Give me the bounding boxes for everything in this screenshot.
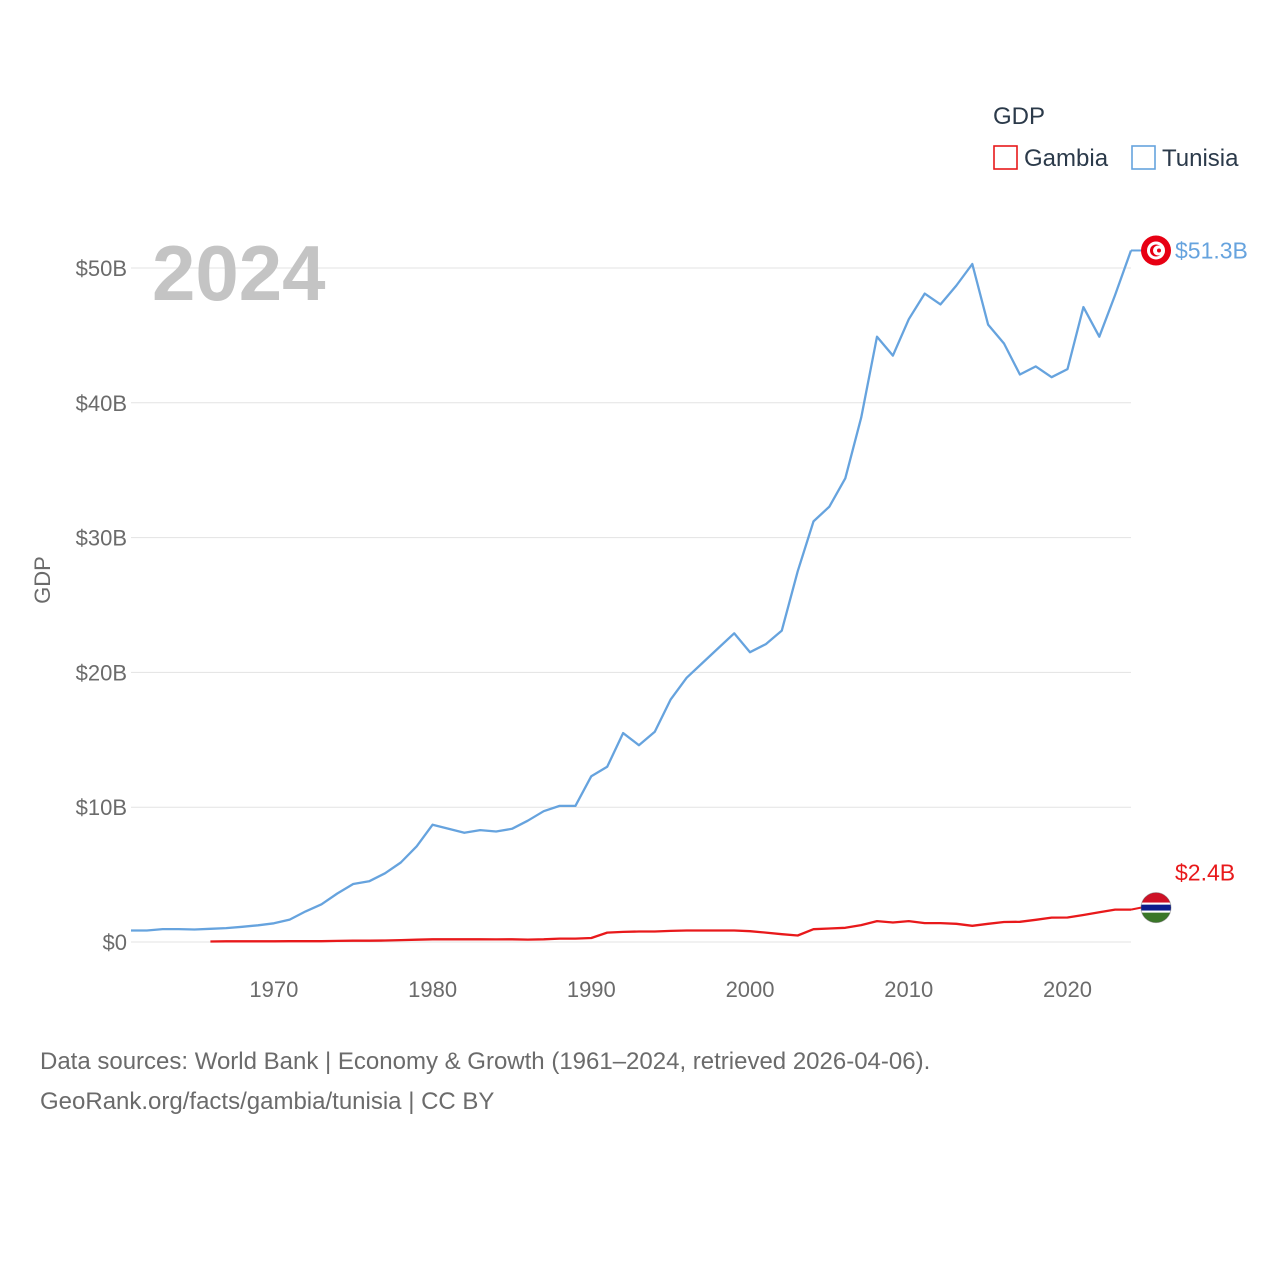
x-tick-label: 2010	[884, 977, 933, 1002]
source-line-2: GeoRank.org/facts/gambia/tunisia | CC BY	[40, 1088, 495, 1115]
x-axis-ticks: 1970 1980 1990 2000 2010 2020	[249, 977, 1092, 1002]
end-label-gambia: $2.4B	[1175, 860, 1235, 886]
gdp-line-chart: $0 $10B $20B $30B $40B $50B 1970 1980 1990 2000 2…	[30, 103, 1248, 1002]
end-label-tunisia: $51.3B	[1175, 237, 1248, 263]
y-tick-label: $30B	[76, 526, 127, 551]
legend-title: GDP	[993, 103, 1045, 130]
highlight-year: 2024	[152, 229, 326, 317]
legend-label-tunisia: Tunisia	[1162, 145, 1239, 172]
grid-lines	[131, 267, 1131, 943]
y-axis-label: GDP	[30, 556, 55, 604]
series-lines	[131, 250, 1133, 943]
y-tick-label: $10B	[76, 795, 127, 820]
x-tick-label: 2000	[726, 977, 775, 1002]
connector-gambia	[1130, 906, 1142, 911]
x-tick-label: 1980	[408, 977, 457, 1002]
end-markers	[1130, 249, 1142, 911]
y-tick-label: $20B	[76, 660, 127, 685]
series-line-gambia	[210, 908, 1131, 943]
source-line-1: Data sources: World Bank | Economy & Gro…	[40, 1048, 931, 1075]
y-tick-label: $40B	[76, 391, 127, 416]
y-tick-label: $0	[103, 930, 127, 955]
y-axis-ticks: $0 $10B $20B $30B $40B $50B	[76, 256, 127, 955]
source-note: Data sources: World Bank | Economy & Gro…	[40, 1042, 1240, 1122]
x-tick-label: 1970	[249, 977, 298, 1002]
tunisia-flag-icon	[1141, 235, 1171, 266]
gambia-flag-icon	[1140, 892, 1172, 924]
legend: GDP Gambia Tunisia	[993, 103, 1239, 172]
y-tick-label: $50B	[76, 256, 127, 281]
x-tick-label: 1990	[567, 977, 616, 1002]
legend-swatch-gambia	[993, 145, 1018, 170]
x-tick-label: 2020	[1043, 977, 1092, 1002]
series-line-tunisia	[131, 250, 1133, 932]
legend-label-gambia: Gambia	[1024, 145, 1109, 172]
legend-swatch-tunisia	[1131, 145, 1156, 170]
